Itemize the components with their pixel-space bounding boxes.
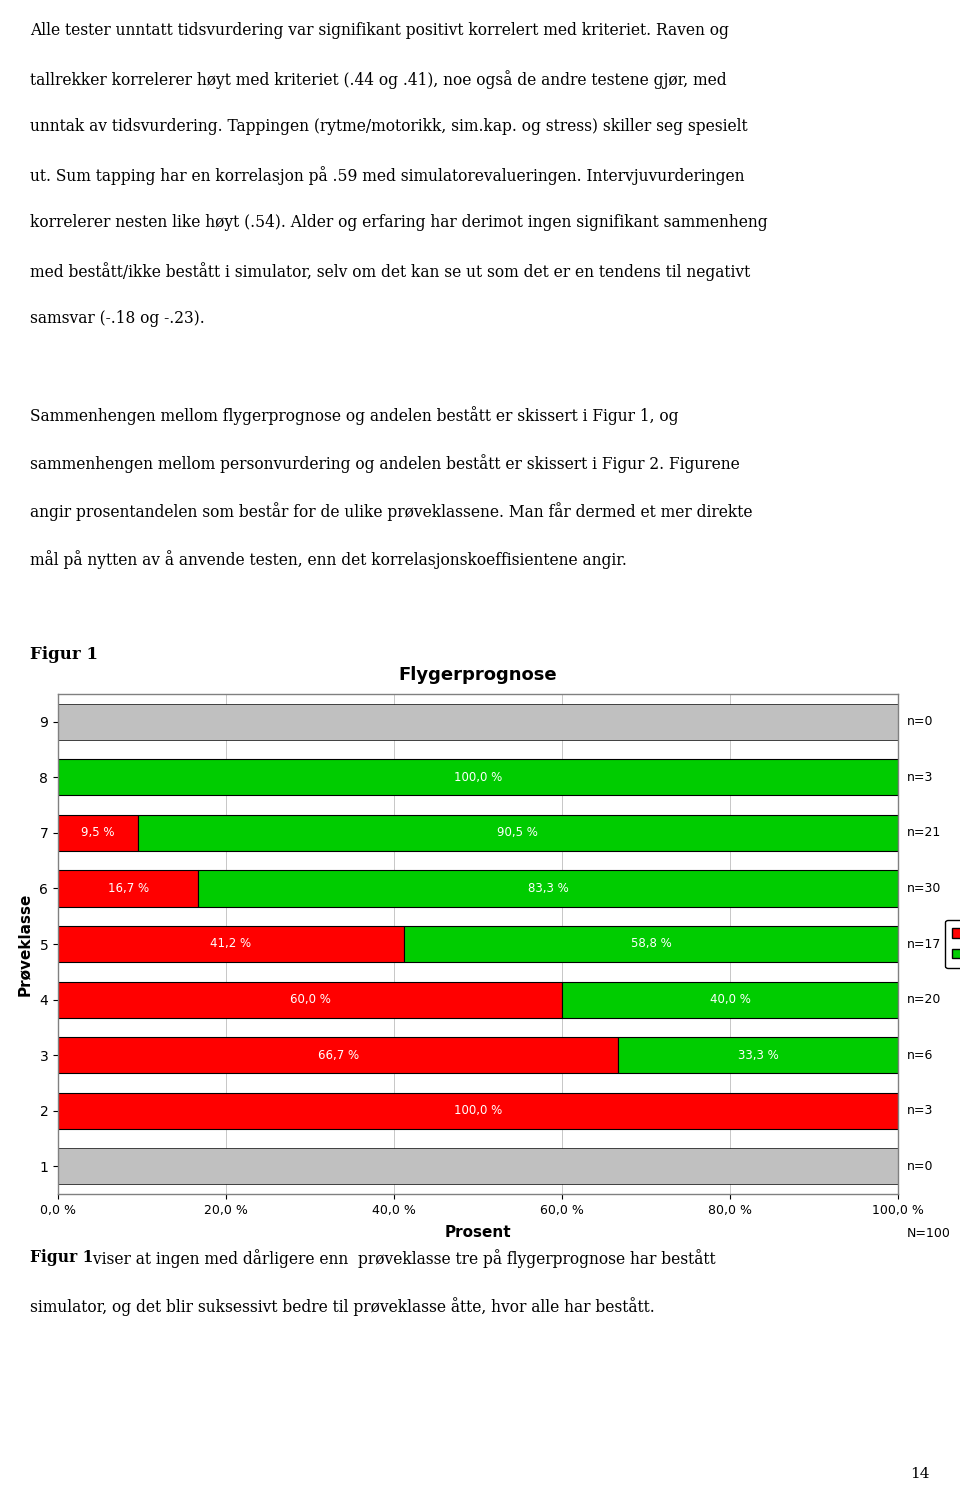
Bar <box>58 815 898 851</box>
Bar <box>58 760 898 796</box>
Y-axis label: Prøveklasse: Prøveklasse <box>17 892 33 995</box>
Title: Flygerprognose: Flygerprognose <box>398 666 558 684</box>
Text: 40,0 %: 40,0 % <box>709 994 751 1006</box>
Bar <box>58 871 199 907</box>
Text: n=21: n=21 <box>906 827 941 839</box>
Text: tallrekker korrelerer høyt med kriteriet (.44 og .41), noe også de andre testene: tallrekker korrelerer høyt med kriteriet… <box>30 71 727 89</box>
Text: viser at ingen med dårligere enn  prøveklasse tre på flygerprognose har bestått: viser at ingen med dårligere enn prøvekl… <box>88 1249 715 1268</box>
Bar <box>58 704 898 740</box>
Text: sammenhengen mellom personvurdering og andelen bestått er skissert i Figur 2. Fi: sammenhengen mellom personvurdering og a… <box>30 453 740 473</box>
Bar <box>138 815 898 851</box>
Text: 83,3 %: 83,3 % <box>528 883 568 895</box>
Bar <box>58 1093 898 1129</box>
Bar <box>58 1037 898 1073</box>
Text: Figur 1: Figur 1 <box>30 645 98 663</box>
Text: N=100: N=100 <box>906 1228 950 1240</box>
Text: samsvar (-.18 og -.23).: samsvar (-.18 og -.23). <box>30 311 204 327</box>
Text: n=6: n=6 <box>906 1049 933 1061</box>
Text: angir prosentandelen som består for de ulike prøveklassene. Man får dermed et me: angir prosentandelen som består for de u… <box>30 501 753 521</box>
Bar <box>199 871 898 907</box>
Bar <box>618 1037 898 1073</box>
Text: korrelerer nesten like høyt (.54). Alder og erfaring har derimot ingen signifika: korrelerer nesten like høyt (.54). Alder… <box>30 215 768 231</box>
Text: Figur 1: Figur 1 <box>30 1249 93 1265</box>
Legend: Fail, Pass: Fail, Pass <box>945 920 960 968</box>
Bar <box>58 926 898 962</box>
Text: n=3: n=3 <box>906 772 933 784</box>
Text: 100,0 %: 100,0 % <box>454 1105 502 1117</box>
Text: 66,7 %: 66,7 % <box>318 1049 359 1061</box>
Text: ut. Sum tapping har en korrelasjon på .59 med simulatorevalueringen. Intervjuvur: ut. Sum tapping har en korrelasjon på .5… <box>30 167 745 185</box>
Text: 16,7 %: 16,7 % <box>108 883 149 895</box>
Text: unntak av tidsvurdering. Tappingen (rytme/motorikk, sim.kap. og stress) skiller : unntak av tidsvurdering. Tappingen (rytm… <box>30 119 748 135</box>
Bar <box>562 982 898 1018</box>
Text: 9,5 %: 9,5 % <box>82 827 114 839</box>
Text: med bestått/ikke bestått i simulator, selv om det kan se ut som det er en tenden: med bestått/ikke bestått i simulator, se… <box>30 263 751 281</box>
Text: n=30: n=30 <box>906 883 941 895</box>
Text: 60,0 %: 60,0 % <box>290 994 330 1006</box>
Text: Alle tester unntatt tidsvurdering var signifikant positivt korrelert med kriteri: Alle tester unntatt tidsvurdering var si… <box>30 23 729 39</box>
Text: mål på nytten av å anvende testen, enn det korrelasjonskoeffisientene angir.: mål på nytten av å anvende testen, enn d… <box>30 549 627 569</box>
Text: 14: 14 <box>910 1466 930 1481</box>
Bar <box>58 1093 898 1129</box>
Text: 33,3 %: 33,3 % <box>738 1049 779 1061</box>
Bar <box>404 926 898 962</box>
Text: 90,5 %: 90,5 % <box>497 827 539 839</box>
Text: 100,0 %: 100,0 % <box>454 772 502 784</box>
Text: simulator, og det blir suksessivt bedre til prøveklasse åtte, hvor alle har best: simulator, og det blir suksessivt bedre … <box>30 1297 655 1316</box>
Bar <box>58 815 138 851</box>
Text: n=0: n=0 <box>906 716 933 728</box>
X-axis label: Prosent: Prosent <box>444 1225 512 1240</box>
Text: n=0: n=0 <box>906 1160 933 1172</box>
Text: Sammenhengen mellom flygerprognose og andelen bestått er skissert i Figur 1, og: Sammenhengen mellom flygerprognose og an… <box>30 405 679 425</box>
Bar <box>58 926 404 962</box>
Text: 58,8 %: 58,8 % <box>631 938 671 950</box>
Text: n=3: n=3 <box>906 1105 933 1117</box>
Text: n=20: n=20 <box>906 994 941 1006</box>
Text: 41,2 %: 41,2 % <box>210 938 252 950</box>
Bar <box>58 982 898 1018</box>
Bar <box>58 1148 898 1184</box>
Bar <box>58 982 562 1018</box>
Bar <box>58 1037 618 1073</box>
Bar <box>58 760 898 796</box>
Text: n=17: n=17 <box>906 938 941 950</box>
Bar <box>58 871 898 907</box>
